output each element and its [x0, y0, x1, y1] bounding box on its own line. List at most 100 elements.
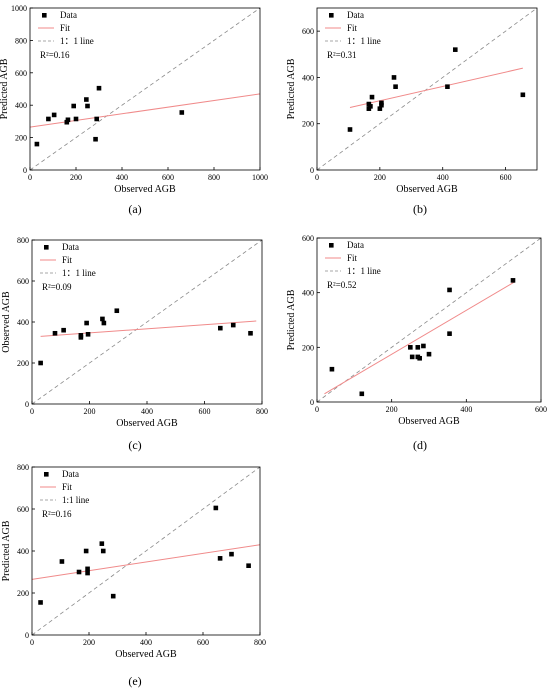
data-point	[64, 119, 70, 125]
data-point	[230, 322, 236, 328]
legend-label-one-to-one: 1:1 line	[62, 495, 89, 505]
y-axis-label: Predicted AGB	[286, 289, 297, 350]
y-tick-label: 800	[15, 36, 27, 45]
x-tick-label: 400	[116, 173, 128, 182]
data-point	[366, 101, 372, 107]
data-point	[76, 569, 82, 575]
y-tick-label: 0	[310, 398, 314, 407]
y-axis-label: Predicted AGB	[0, 58, 10, 119]
legend-label-data: Data	[62, 469, 79, 479]
x-tick-label: 400	[140, 638, 152, 647]
legend-label-fit: Fit	[347, 253, 358, 263]
data-point	[78, 333, 84, 338]
fit-line	[40, 320, 257, 337]
data-point	[85, 570, 90, 576]
y-tick-label: 600	[15, 69, 27, 78]
legend-marker-data	[44, 472, 49, 477]
data-point	[110, 593, 116, 599]
plot-frame	[316, 7, 538, 171]
legend-label-one-to-one: 1：1 line	[62, 268, 96, 278]
data-point	[447, 331, 452, 336]
legend-label-fit: Fit	[62, 255, 73, 265]
data-point	[65, 117, 71, 123]
x-tick-label: 400	[460, 405, 472, 414]
y-tick-label: 1000	[11, 4, 27, 13]
legend-label-one-to-one: 1：1 line	[60, 36, 94, 46]
x-tick-label: 800	[208, 173, 220, 182]
panel-label: (a)	[128, 202, 141, 216]
x-tick-label: 0	[30, 638, 34, 647]
data-point	[329, 366, 335, 372]
one-to-one-line	[316, 7, 538, 171]
data-point	[114, 308, 120, 314]
y-tick-label: 200	[17, 359, 29, 368]
x-axis-label: Observed AGB	[114, 184, 176, 195]
y-tick-label: 800	[17, 463, 29, 472]
x-axis-label: Observed AGB	[115, 649, 177, 660]
data-point	[101, 320, 107, 326]
x-tick-label: 800	[256, 407, 268, 416]
data-point	[93, 136, 98, 142]
legend-r-squared: R²=0.52	[327, 280, 357, 290]
data-point	[71, 103, 76, 109]
y-tick-label: 400	[17, 318, 29, 327]
legend-label-one-to-one: 1：1 line	[347, 36, 381, 46]
x-tick-label: 1000	[252, 173, 268, 182]
data-point	[379, 102, 384, 108]
x-tick-label: 0	[28, 173, 32, 182]
one-to-one-line	[316, 237, 542, 403]
data-point	[248, 330, 253, 336]
y-axis-label: Predicted AGB	[286, 58, 297, 119]
y-axis-label: Predicted AGB	[1, 520, 12, 581]
data-point	[366, 106, 372, 111]
x-tick-label: 0	[315, 173, 319, 182]
data-point	[415, 345, 421, 350]
data-point	[417, 355, 422, 361]
data-point	[46, 116, 51, 122]
data-point	[510, 278, 516, 283]
data-point	[246, 563, 251, 568]
x-tick-label: 600	[500, 173, 512, 182]
y-tick-label: 0	[25, 631, 29, 640]
legend-r-squared: R²=0.31	[327, 50, 357, 60]
y-tick-label: 400	[302, 289, 314, 298]
x-tick-label: 400	[141, 407, 153, 416]
data-point	[426, 351, 432, 357]
legend-r-squared: R²=0.09	[42, 282, 72, 292]
data-point	[217, 556, 223, 561]
legend-marker-data	[329, 13, 334, 18]
plot-frame	[316, 237, 542, 403]
chart-panel: 0 200 400 600 0 200 400 600 Observed AGB Predicte…	[286, 234, 547, 452]
y-tick-label: 200	[302, 343, 314, 352]
data-point	[84, 97, 89, 102]
y-axis-label: Observed AGB	[1, 291, 12, 353]
data-point	[96, 85, 102, 91]
legend-label-fit: Fit	[60, 23, 71, 33]
data-point	[52, 330, 58, 336]
x-tick-label: 200	[83, 638, 95, 647]
y-tick-label: 600	[17, 505, 29, 514]
data-point	[51, 112, 57, 118]
data-point	[59, 559, 65, 564]
data-point	[94, 116, 99, 122]
one-to-one-line	[31, 466, 261, 636]
x-tick-label: 600	[199, 407, 211, 416]
one-to-one-line	[31, 239, 263, 405]
fit-line	[31, 544, 261, 580]
data-point	[218, 325, 223, 331]
y-tick-label: 200	[17, 589, 29, 598]
data-point	[100, 548, 106, 554]
data-point	[73, 116, 79, 122]
y-tick-label: 0	[310, 166, 314, 175]
chart-panel: 0 200 400 600 800 0 200 400 600 800 Observed AGB Pr…	[1, 463, 266, 688]
data-point	[34, 141, 40, 147]
legend-label-data: Data	[62, 242, 79, 252]
x-tick-label: 800	[254, 638, 266, 647]
panel-label: (e)	[128, 674, 141, 688]
data-point	[409, 354, 415, 360]
chart-panel: 0 200 400 600 800 0 200 400 600 800 Observed AGB Ob…	[1, 236, 268, 452]
y-tick-label: 800	[17, 236, 29, 245]
data-point	[347, 127, 353, 132]
x-tick-label: 200	[386, 405, 398, 414]
